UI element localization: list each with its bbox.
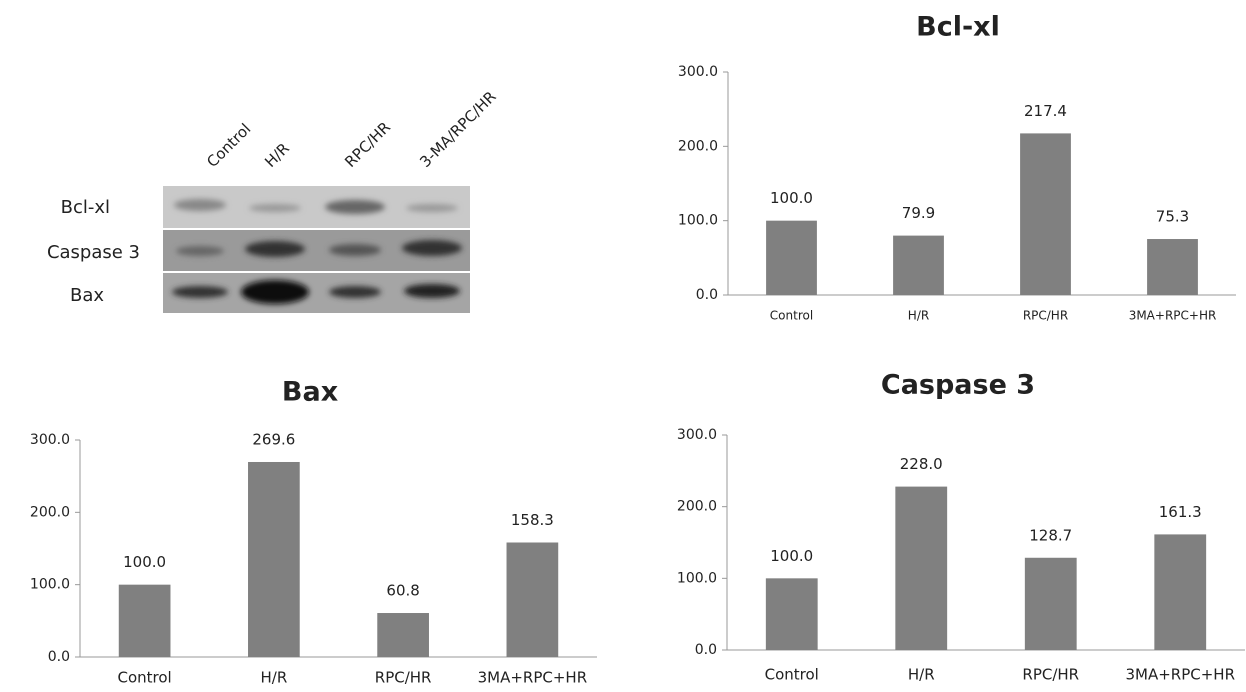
data-label: 60.8 [386, 582, 419, 600]
data-label: 100.0 [770, 547, 813, 565]
x-tick-label: H/R [260, 669, 287, 687]
row-label: Bax [70, 285, 104, 306]
lane-label: Control [203, 120, 254, 171]
chart-title: Bcl-xl [916, 12, 1000, 43]
x-tick-label: 3MA+RPC+HR [1125, 666, 1235, 684]
bar [507, 542, 559, 657]
lane-label: 3-MA/RPC/HR [416, 88, 499, 171]
y-tick-label: 200.0 [677, 499, 717, 515]
y-tick-label: 200.0 [30, 504, 70, 520]
x-tick-label: Control [118, 669, 172, 687]
y-tick-label: 300.0 [678, 64, 718, 80]
x-tick-label: H/R [908, 666, 935, 684]
data-label: 100.0 [123, 553, 166, 571]
bar [1154, 534, 1206, 650]
lane-label: RPC/HR [341, 118, 394, 171]
data-label: 100.0 [770, 189, 813, 207]
figure: Control H/R RPC/HR 3-MA/RPC/HR Bcl-xl Ca… [0, 0, 1246, 692]
row-label: Bcl-xl [61, 197, 110, 218]
data-label: 161.3 [1159, 503, 1202, 521]
y-tick-label: 300.0 [677, 427, 717, 443]
x-tick-label: Control [770, 309, 813, 323]
bar [895, 487, 947, 650]
x-tick-label: H/R [908, 309, 929, 323]
bar [1025, 558, 1077, 650]
data-label: 228.0 [900, 455, 943, 473]
bar [893, 236, 944, 295]
x-tick-label: RPC/HR [1023, 309, 1068, 323]
data-label: 128.7 [1029, 526, 1072, 544]
y-tick-label: 0.0 [696, 287, 718, 303]
x-tick-label: RPC/HR [1022, 666, 1079, 684]
bar [766, 578, 818, 650]
page: Control H/R RPC/HR 3-MA/RPC/HR Bcl-xl Ca… [0, 0, 1246, 692]
x-tick-label: 3MA+RPC+HR [1129, 309, 1217, 323]
bar [377, 613, 429, 657]
bar [119, 585, 171, 657]
bar [248, 462, 300, 657]
y-tick-label: 100.0 [677, 570, 717, 586]
y-tick-label: 0.0 [48, 649, 70, 665]
y-tick-label: 100.0 [678, 213, 718, 229]
data-label: 75.3 [1156, 208, 1189, 226]
chart-title: Bax [282, 377, 338, 408]
x-tick-label: RPC/HR [375, 669, 432, 687]
row-label: Caspase 3 [47, 242, 140, 263]
x-tick-label: Control [765, 666, 819, 684]
y-tick-label: 200.0 [678, 138, 718, 154]
data-label: 79.9 [902, 204, 935, 222]
data-label: 269.6 [252, 430, 295, 448]
y-tick-label: 300.0 [30, 432, 70, 448]
western-blot: Control H/R RPC/HR 3-MA/RPC/HR Bcl-xl Ca… [47, 88, 500, 313]
bar [1147, 239, 1198, 295]
y-tick-label: 100.0 [30, 577, 70, 593]
lane-label: H/R [261, 139, 293, 171]
x-tick-label: 3MA+RPC+HR [478, 669, 588, 687]
data-label: 217.4 [1024, 102, 1067, 120]
bar [1020, 133, 1071, 295]
y-tick-label: 0.0 [695, 642, 717, 658]
chart-title: Caspase 3 [881, 370, 1035, 401]
bar [766, 221, 817, 295]
data-label: 158.3 [511, 511, 554, 529]
